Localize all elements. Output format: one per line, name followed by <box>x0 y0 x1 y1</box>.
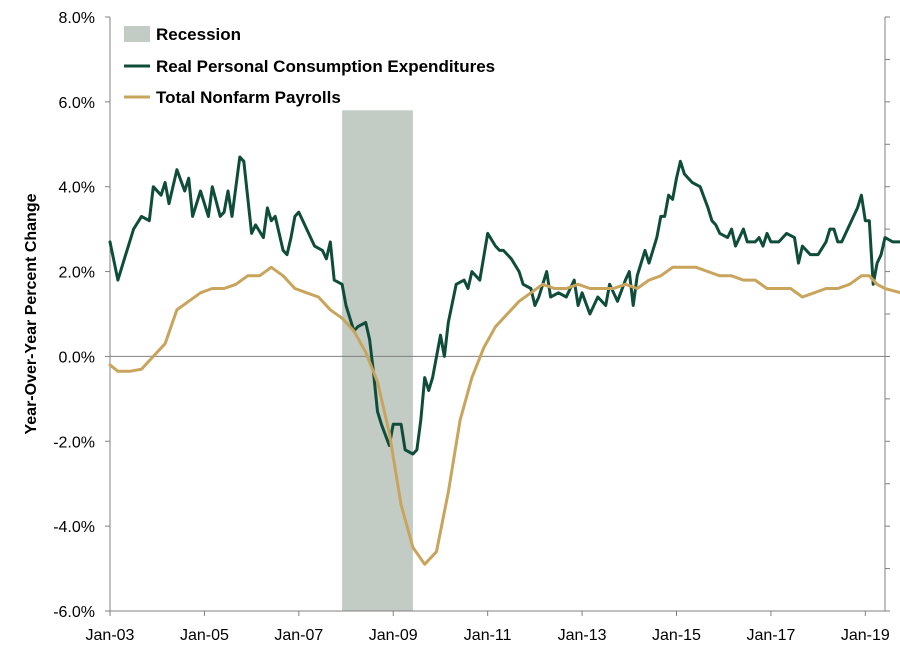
y-axis-title: Year-Over-Year Percent Change <box>23 193 40 434</box>
legend: Recession Real Personal Consumption Expe… <box>124 25 495 107</box>
x-tick-label: Jan-07 <box>274 627 323 644</box>
y-tick-label: 8.0% <box>59 10 95 27</box>
x-tick-label: Jan-17 <box>746 627 795 644</box>
x-tick-label: Jan-03 <box>86 627 135 644</box>
payrolls-series-line <box>108 265 900 566</box>
x-tick-label: Jan-15 <box>652 627 701 644</box>
recession-layer <box>342 110 413 611</box>
y-tick-label: 4.0% <box>59 180 95 197</box>
legend-recession-swatch <box>124 26 150 42</box>
x-tick-label: Jan-11 <box>464 627 512 644</box>
x-tick-label: Jan-05 <box>180 627 229 644</box>
y-tick-label: -4.0% <box>53 519 95 536</box>
y-tick-label: 0.0% <box>59 349 95 366</box>
legend-recession-label: Recession <box>156 25 241 44</box>
y-tick-label: -2.0% <box>53 434 95 451</box>
pce-series-line <box>108 155 900 456</box>
y-tick-label: -6.0% <box>53 604 95 621</box>
x-tick-label: Jan-13 <box>558 627 607 644</box>
recession-band <box>342 110 413 611</box>
legend-payrolls-label: Total Nonfarm Payrolls <box>156 88 341 107</box>
y-tick-label: 6.0% <box>59 95 95 112</box>
legend-pce-label: Real Personal Consumption Expenditures <box>156 57 495 76</box>
axes-layer <box>109 17 886 612</box>
x-tick-label: Jan-09 <box>369 627 418 644</box>
x-tick-label: Jan-19 <box>841 627 890 644</box>
y-tick-label: 2.0% <box>59 265 95 282</box>
series-layer <box>108 155 900 566</box>
ticks-layer: 8.0% 6.0% 4.0% 2.0% 0.0% -2.0% -4.0% -6.0% Jan-0… <box>53 10 890 644</box>
